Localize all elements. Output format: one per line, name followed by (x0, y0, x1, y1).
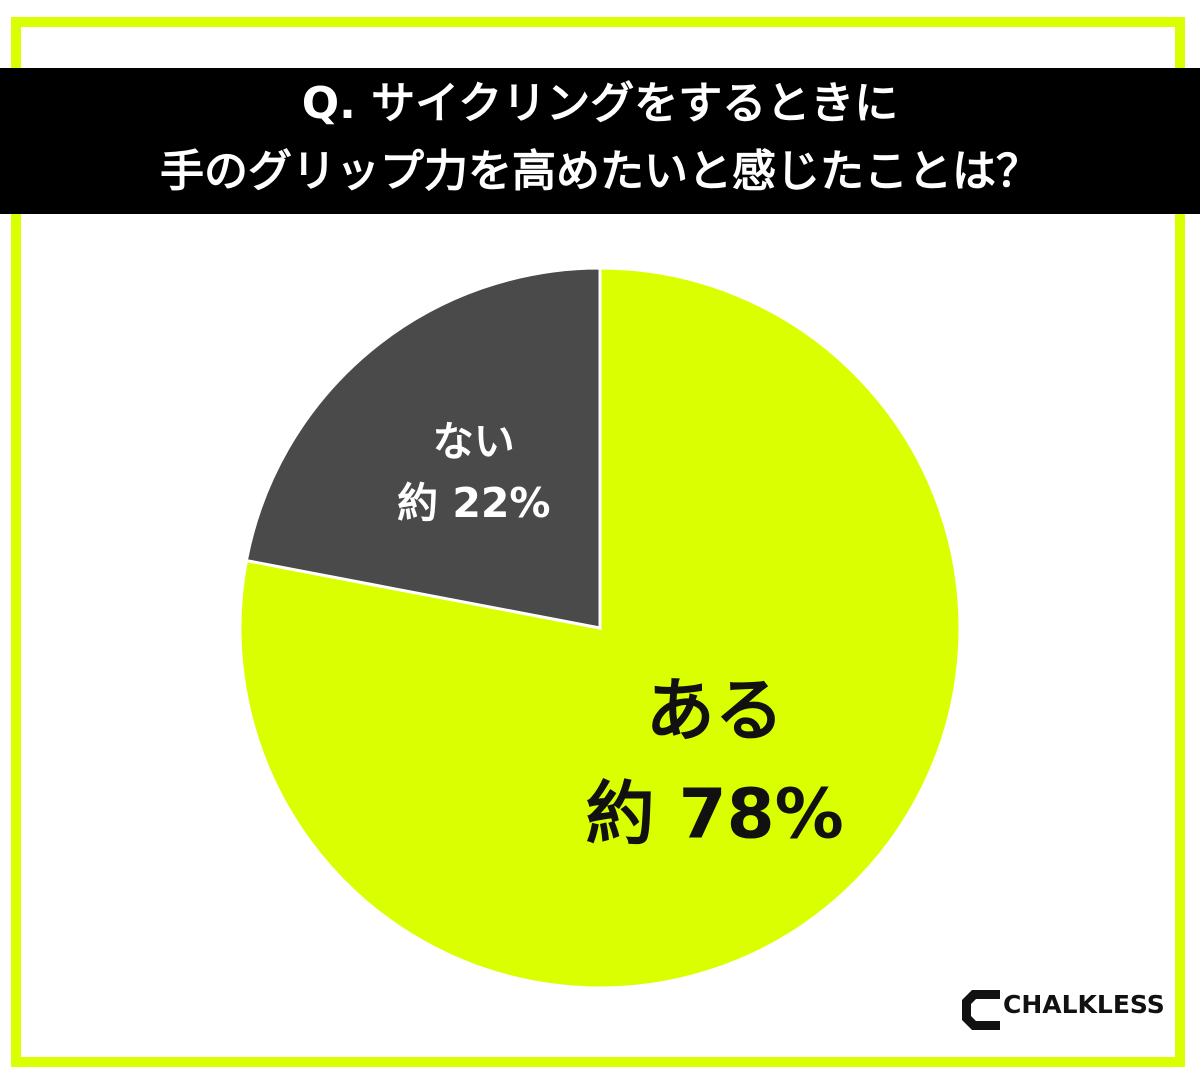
frame (11, 17, 1185, 1067)
slice-label: ない (433, 418, 515, 466)
slice-label: ある (646, 671, 784, 751)
brand-name: CHALKLESS (1003, 990, 1165, 1019)
title-band (0, 68, 1200, 214)
value-label: 約 78% (586, 774, 844, 854)
brand-icon (962, 990, 1000, 1030)
chart-title: Q. サイクリングをするときに (302, 78, 899, 129)
brand-logo: CHALKLESS (962, 990, 1165, 1030)
value-label: 約 22% (397, 479, 550, 527)
chart-title: 手のグリップ力を高めたいと感じたことは？ (160, 146, 1040, 197)
pie-slice (244, 266, 602, 630)
